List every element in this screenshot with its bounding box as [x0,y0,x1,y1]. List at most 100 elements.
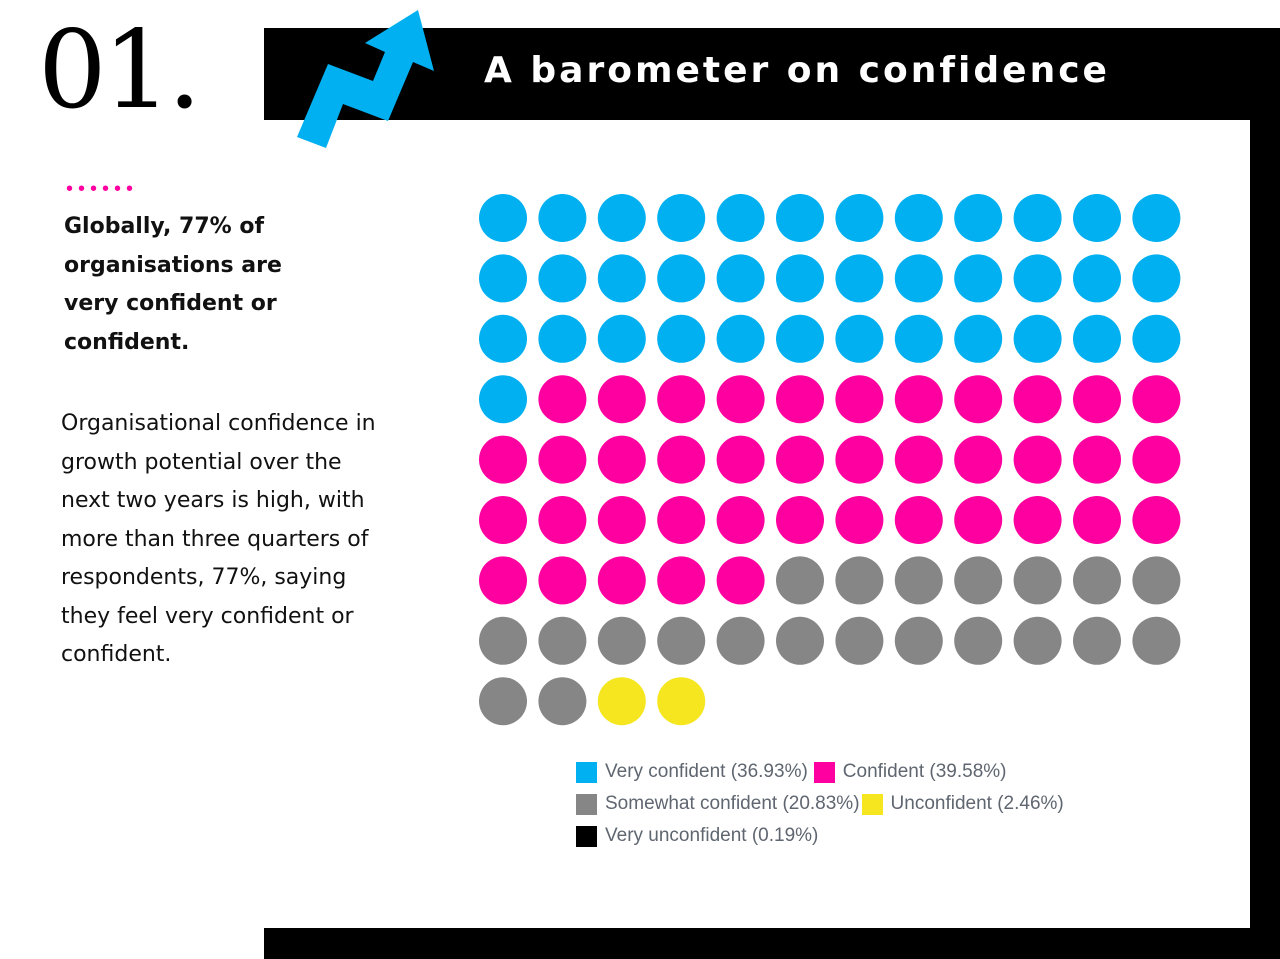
waffle-dot-very-confident [657,194,706,242]
waffle-dot-somewhat-confident [835,556,884,605]
waffle-dot-confident [776,496,824,544]
waffle-dot-somewhat-confident [894,556,943,605]
waffle-dot-confident [894,375,943,424]
waffle-dot-confident [538,556,587,605]
waffle-dot-confident [954,496,1003,544]
legend-item-unconfident: Unconfident (2.46%) [861,793,1064,815]
waffle-dot-very-confident [835,194,884,242]
legend-item-very-confident: Very confident (36.93%) [576,761,808,783]
waffle-dot-very-confident [716,254,765,303]
waffle-dot-confident [1013,496,1062,544]
waffle-dot-confident [1073,435,1121,484]
waffle-dot-very-confident [1132,194,1181,242]
waffle-dot-very-confident [954,314,1003,363]
waffle-dot-very-confident [1073,194,1121,242]
waffle-dot-somewhat-confident [538,616,587,665]
waffle-dot-confident [894,435,943,484]
waffle-dot-very-confident [1132,254,1181,303]
waffle-dot-very-confident [479,254,527,303]
decorative-dots: •••••• [66,178,139,200]
waffle-dot-somewhat-confident [479,616,527,665]
waffle-dot-somewhat-confident [1132,616,1181,665]
page-title: A barometer on confidence [484,50,1110,91]
waffle-chart [479,194,1181,726]
legend-swatch [576,825,597,847]
waffle-dot-confident [538,375,587,424]
waffle-dot-somewhat-confident [1073,556,1121,605]
waffle-dot-confident [597,435,646,484]
waffle-dot-very-confident [835,314,884,363]
waffle-dot-somewhat-confident [657,616,706,665]
waffle-dot-confident [1132,496,1181,544]
waffle-dot-confident [776,375,824,424]
waffle-dot-very-confident [1073,314,1121,363]
waffle-dot-confident [1073,496,1121,544]
waffle-dot-confident [657,556,706,605]
waffle-dot-very-confident [776,314,824,363]
waffle-dot-very-confident [894,254,943,303]
waffle-dot-very-confident [479,375,527,424]
waffle-dot-very-confident [597,314,646,363]
waffle-dot-somewhat-confident [538,677,587,726]
waffle-dot-very-confident [1013,254,1062,303]
waffle-dot-very-confident [894,314,943,363]
growth-arrow-icon [297,10,434,148]
section-number: 01. [38,8,202,133]
waffle-dot-confident [1132,375,1181,424]
waffle-dot-unconfident [597,677,646,726]
waffle-dot-confident [835,435,884,484]
waffle-dot-somewhat-confident [1013,556,1062,605]
waffle-dot-somewhat-confident [1013,616,1062,665]
waffle-dot-very-confident [1013,314,1062,363]
waffle-dot-confident [1013,435,1062,484]
waffle-dot-very-confident [835,254,884,303]
waffle-dot-confident [657,435,706,484]
waffle-dot-somewhat-confident [835,616,884,665]
waffle-dot-somewhat-confident [894,616,943,665]
waffle-dot-confident [538,435,587,484]
waffle-dot-very-confident [954,254,1003,303]
waffle-dot-very-confident [597,254,646,303]
waffle-dot-confident [597,375,646,424]
legend-swatch [861,793,883,815]
legend-swatch [576,793,597,815]
waffle-dot-confident [1073,375,1121,424]
waffle-dot-somewhat-confident [479,677,527,726]
waffle-dot-very-confident [657,314,706,363]
waffle-dot-very-confident [776,194,824,242]
lead-text: Globally, 77% of organisations are very … [64,214,282,355]
waffle-dot-somewhat-confident [954,556,1003,605]
waffle-dot-confident [716,375,765,424]
waffle-dot-very-confident [894,194,943,242]
waffle-dot-very-confident [716,314,765,363]
waffle-dot-somewhat-confident [716,616,765,665]
waffle-dot-confident [597,556,646,605]
waffle-dot-confident [776,435,824,484]
waffle-dot-very-confident [954,194,1003,242]
waffle-dot-very-confident [776,254,824,303]
waffle-dot-confident [1013,375,1062,424]
waffle-dot-confident [835,375,884,424]
waffle-dot-confident [538,496,587,544]
waffle-dot-confident [894,496,943,544]
waffle-dot-very-confident [716,194,765,242]
waffle-dot-very-confident [538,254,587,303]
legend-label: Unconfident (2.46%) [890,793,1064,814]
waffle-dot-confident [835,496,884,544]
waffle-dot-confident [479,556,527,605]
legend-swatch [813,761,835,783]
body-text: Organisational confidence in growth pote… [61,411,376,667]
waffle-dot-confident [479,435,527,484]
waffle-dot-confident [716,496,765,544]
legend-label: Somewhat confident (20.83%) [605,793,860,814]
waffle-dot-very-confident [1073,254,1121,303]
legend-item-confident: Confident (39.58%) [813,761,1007,783]
chart-legend: Very confident (36.93%) Confident (39.58… [576,756,1070,852]
waffle-dot-somewhat-confident [776,616,824,665]
legend-swatch [576,761,597,783]
waffle-dot-confident [657,375,706,424]
waffle-dot-very-confident [538,314,587,363]
legend-label: Very unconfident (0.19%) [605,825,819,846]
waffle-dot-very-confident [1013,194,1062,242]
legend-label: Confident (39.58%) [842,761,1007,782]
